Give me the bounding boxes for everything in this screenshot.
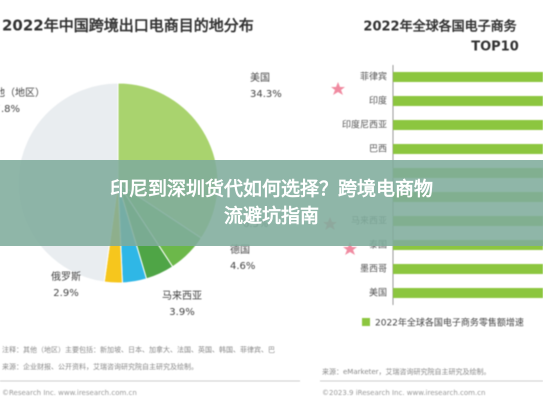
pie-title: 2022年中国跨境出口电商目的地分布 [2,17,254,35]
slice-label: 美国 [250,71,270,84]
slice-label: 德国 [230,243,250,256]
overlay-banner: 印尼到深圳货代如何选择？跨境电商物流避坑指南 [0,160,543,246]
source: 来源：企业财报、公开资料，艾瑞咨询研究院自主研究及绘制。 [2,362,198,371]
legend-swatch [362,318,370,326]
overlay-title: 印尼到深圳货代如何选择？跨境电商物流避坑指南 [109,178,433,227]
copyright: ©2023.9 iResearch Inc. www.iresearch.com… [322,389,485,397]
bar [393,144,543,154]
slice-value: 2.9% [53,288,78,299]
bar-title: 2022年全球各国电子商务 [363,19,517,35]
note: 注释：其他（地区）主要包括：新加坡、日本、加拿大、法国、英国、韩国、菲律宾、巴 [2,345,275,354]
bar [393,72,543,82]
slice-value: 3.9% [169,307,194,318]
copyright: ©Research Inc. www.iresearch.com.cn [2,389,137,397]
y-tick-label: 印度尼西亚 [342,119,387,131]
slice-label: 其他（地区） [0,86,45,99]
legend-label: 2022年全球各国电子商务零售额增速 [375,317,524,329]
slice-value: 4.6% [230,261,255,272]
bar [393,288,543,298]
source: 来源：eMarketer，艾瑞咨询研究院自主研究及绘制。 [322,367,491,376]
slice-label: 俄罗斯 [51,270,81,283]
y-tick-label: 美国 [369,287,387,299]
bar [393,120,543,130]
slice-label: 马来西亚 [162,290,202,302]
y-tick-label: 印度 [369,95,387,107]
slice-value: 47.8% [0,104,20,115]
bar [393,96,543,106]
y-tick-label: 菲律宾 [360,71,387,83]
y-tick-label: 巴西 [369,144,387,155]
y-tick-label: 墨西哥 [360,264,387,275]
slice-value: 34.3% [250,89,282,100]
bar-subtitle: TOP10 [471,40,519,55]
bar [393,264,543,274]
